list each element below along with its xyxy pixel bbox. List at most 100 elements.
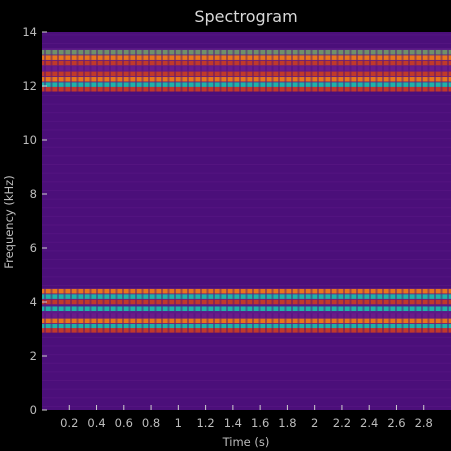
stripe — [148, 306, 150, 312]
stripe — [440, 66, 443, 71]
stripe — [161, 86, 163, 92]
stripe — [128, 71, 131, 77]
stripe — [89, 55, 92, 60]
stripe — [375, 82, 378, 87]
stripe — [167, 86, 170, 92]
stripe — [239, 318, 241, 324]
noise-line — [42, 207, 451, 209]
stripe — [304, 313, 306, 318]
stripe — [83, 288, 85, 294]
stripe — [76, 60, 79, 66]
stripe — [258, 288, 261, 294]
stripe — [291, 82, 293, 87]
noise-line — [42, 103, 451, 105]
stripe — [206, 82, 209, 87]
stripe — [434, 328, 436, 333]
stripe — [440, 60, 443, 66]
stripe — [141, 55, 144, 60]
stripe — [271, 313, 274, 318]
stripe — [291, 71, 293, 77]
stripe — [102, 294, 105, 299]
stripe — [375, 294, 378, 299]
stripe — [401, 313, 404, 318]
stripe — [187, 294, 189, 299]
stripe — [304, 55, 306, 60]
stripe — [317, 294, 319, 299]
stripe — [148, 324, 150, 329]
stripe — [122, 49, 124, 55]
stripe — [317, 318, 319, 324]
stripe — [395, 306, 397, 312]
stripe — [122, 288, 124, 294]
stripe — [70, 294, 72, 299]
stripe — [219, 71, 222, 77]
stripe — [395, 76, 397, 82]
stripe — [434, 76, 436, 82]
stripe — [388, 71, 391, 77]
stripe — [310, 60, 313, 66]
stripe — [219, 294, 222, 299]
stripe — [440, 328, 443, 333]
stripe — [271, 324, 274, 329]
stripe — [304, 66, 306, 71]
stripe — [258, 294, 261, 299]
stripe — [323, 294, 326, 299]
stripe — [128, 66, 131, 71]
stripe — [63, 318, 66, 324]
stripe — [440, 306, 443, 312]
y-tick-label: 6 — [30, 241, 37, 255]
noise-line — [42, 120, 451, 122]
stripe — [135, 76, 137, 82]
stripe — [141, 299, 144, 305]
stripe — [102, 66, 105, 71]
stripe — [96, 313, 98, 318]
stripe — [187, 60, 189, 66]
stripe — [258, 66, 261, 71]
stripe — [265, 294, 267, 299]
stripe — [109, 306, 111, 312]
band-row-1 — [42, 49, 451, 55]
stripe — [96, 324, 98, 329]
stripe — [395, 55, 397, 60]
noise-line — [42, 94, 451, 96]
stripe — [278, 306, 280, 312]
stripe — [297, 71, 300, 77]
stripe — [369, 294, 371, 299]
x-tick-label: 0.2 — [60, 416, 78, 430]
band-row-stripes-12 — [44, 306, 449, 312]
stripe — [258, 299, 261, 305]
stripe — [265, 318, 267, 324]
stripe — [109, 318, 111, 324]
stripe — [245, 66, 248, 71]
stripe — [200, 324, 202, 329]
stripe — [102, 86, 105, 92]
stripe — [148, 71, 150, 77]
stripe — [96, 49, 98, 55]
stripe — [388, 66, 391, 71]
stripe — [284, 299, 287, 305]
stripe — [304, 306, 306, 312]
stripe — [226, 288, 228, 294]
stripe — [226, 318, 228, 324]
noise-line — [42, 388, 451, 390]
stripe — [187, 49, 189, 55]
stripe — [239, 288, 241, 294]
band-row-15 — [42, 324, 451, 329]
stripe — [310, 313, 313, 318]
stripe — [167, 299, 170, 305]
stripe — [252, 294, 254, 299]
stripe — [330, 49, 332, 55]
stripe — [226, 299, 228, 305]
stripe — [44, 66, 46, 71]
stripe — [50, 313, 53, 318]
stripe — [369, 66, 371, 71]
stripe — [109, 49, 111, 55]
stripe — [76, 313, 79, 318]
stripe — [174, 328, 176, 333]
stripe — [57, 55, 59, 60]
stripe — [239, 60, 241, 66]
y-tick-label: 2 — [30, 349, 37, 363]
stripe — [109, 82, 111, 87]
stripe — [440, 288, 443, 294]
stripe — [388, 55, 391, 60]
